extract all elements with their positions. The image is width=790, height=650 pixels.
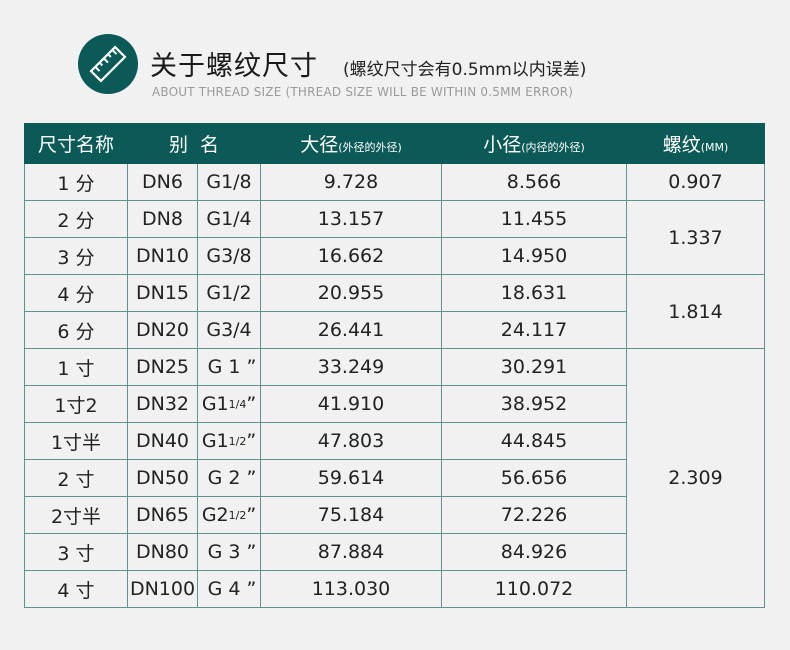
size-name-cell: 3 寸: [24, 533, 128, 571]
size-name-cell: 2寸半: [24, 496, 128, 534]
header-size-name: 尺寸名称: [24, 123, 128, 164]
header-minor-diameter: 小径(内径的外径): [441, 123, 627, 164]
major-diameter-cell: 33.249: [260, 348, 442, 386]
size-name-cell: 4 寸: [24, 570, 128, 608]
table-row: 1 寸 DN25 G 1 ” 33.249 30.291 2.309: [24, 348, 765, 608]
dn-cell: DN20: [127, 311, 198, 349]
table-header-row: 尺寸名称 别 名 大径(外径的外径) 小径(内径的外径) 螺纹(MM): [24, 123, 765, 164]
minor-diameter-cell: 72.226: [441, 496, 627, 534]
size-name-cell: 2 分: [24, 200, 128, 238]
size-name-cell: 3 分: [24, 237, 128, 275]
dn-cell: DN65: [127, 496, 198, 534]
major-diameter-cell: 47.803: [260, 422, 442, 460]
minor-diameter-cell: 8.566: [441, 163, 627, 201]
size-name-cell: 4 分: [24, 274, 128, 312]
header-major-diameter: 大径(外径的外径): [260, 123, 442, 164]
dn-cell: DN8: [127, 200, 198, 238]
minor-diameter-cell: 24.117: [441, 311, 627, 349]
size-name-cell: 1寸2: [24, 385, 128, 423]
table-row: 1寸2 DN32 G11/4” 41.910 38.952: [24, 385, 765, 423]
dn-cell: DN15: [127, 274, 198, 312]
major-diameter-cell: 113.030: [260, 570, 442, 608]
thread-pitch-cell: 1.337: [626, 200, 765, 275]
g-thread-cell: G3/8: [197, 237, 261, 275]
major-diameter-cell: 26.441: [260, 311, 442, 349]
dn-cell: DN25: [127, 348, 198, 386]
g-thread-cell: G 4 ”: [197, 570, 261, 608]
major-diameter-cell: 13.157: [260, 200, 442, 238]
header-thread-pitch: 螺纹(MM): [626, 123, 765, 164]
g-thread-cell: G 1 ”: [197, 348, 261, 386]
ruler-icon: [89, 45, 127, 83]
minor-diameter-cell: 14.950: [441, 237, 627, 275]
header-alias: 别 名: [127, 123, 261, 164]
logo: [78, 34, 138, 94]
major-diameter-cell: 41.910: [260, 385, 442, 423]
g-thread-cell: G1/2: [197, 274, 261, 312]
dn-cell: DN40: [127, 422, 198, 460]
major-diameter-cell: 59.614: [260, 459, 442, 497]
title-note: (螺纹尺寸会有0.5mm以内误差): [343, 60, 587, 80]
minor-diameter-cell: 38.952: [441, 385, 627, 423]
thread-pitch-cell: 0.907: [626, 163, 765, 201]
dn-cell: DN10: [127, 237, 198, 275]
dn-cell: DN6: [127, 163, 198, 201]
minor-diameter-cell: 11.455: [441, 200, 627, 238]
g-thread-cell: G21/2”: [197, 496, 261, 534]
table-row: 1 分 DN6 G1/8 9.728 8.566 0.907: [24, 163, 765, 201]
g-thread-cell: G11/2”: [197, 422, 261, 460]
dn-cell: DN32: [127, 385, 198, 423]
dn-cell: DN100: [127, 570, 198, 608]
dn-cell: DN80: [127, 533, 198, 571]
major-diameter-cell: 87.884: [260, 533, 442, 571]
size-name-cell: 1 分: [24, 163, 128, 201]
table-row: 6 分 DN20 G3/4 26.441 24.117: [24, 311, 765, 349]
minor-diameter-cell: 18.631: [441, 274, 627, 312]
dn-cell: DN50: [127, 459, 198, 497]
minor-diameter-cell: 84.926: [441, 533, 627, 571]
table-row: 2寸半 DN65 G21/2” 75.184 72.226: [24, 496, 765, 534]
minor-diameter-cell: 44.845: [441, 422, 627, 460]
size-name-cell: 1 寸: [24, 348, 128, 386]
table-row: 4 分 DN15 G1/2 20.955 18.631 1.814: [24, 274, 765, 349]
size-name-cell: 2 寸: [24, 459, 128, 497]
g-thread-cell: G 2 ”: [197, 459, 261, 497]
thread-pitch-cell: 1.814: [626, 274, 765, 349]
minor-diameter-cell: 56.656: [441, 459, 627, 497]
size-name-cell: 1寸半: [24, 422, 128, 460]
page-subtitle: ABOUT THREAD SIZE (THREAD SIZE WILL BE W…: [152, 85, 574, 99]
minor-diameter-cell: 30.291: [441, 348, 627, 386]
major-diameter-cell: 75.184: [260, 496, 442, 534]
minor-diameter-cell: 110.072: [441, 570, 627, 608]
table-row: 3 分 DN10 G3/8 16.662 14.950: [24, 237, 765, 275]
major-diameter-cell: 16.662: [260, 237, 442, 275]
major-diameter-cell: 20.955: [260, 274, 442, 312]
table-row: 2 分 DN8 G1/4 13.157 11.455 1.337: [24, 200, 765, 275]
page-title: 关于螺纹尺寸: [150, 51, 318, 82]
g-thread-cell: G3/4: [197, 311, 261, 349]
g-thread-cell: G11/4”: [197, 385, 261, 423]
g-thread-cell: G 3 ”: [197, 533, 261, 571]
thread-pitch-cell: 2.309: [626, 348, 765, 608]
table-row: 1寸半 DN40 G11/2” 47.803 44.845: [24, 422, 765, 460]
major-diameter-cell: 9.728: [260, 163, 442, 201]
page-header: 关于螺纹尺寸 (螺纹尺寸会有0.5mm以内误差) ABOUT THREAD SI…: [0, 0, 790, 120]
table-row: 4 寸 DN100 G 4 ” 113.030 110.072: [24, 570, 765, 608]
size-name-cell: 6 分: [24, 311, 128, 349]
g-thread-cell: G1/8: [197, 163, 261, 201]
g-thread-cell: G1/4: [197, 200, 261, 238]
